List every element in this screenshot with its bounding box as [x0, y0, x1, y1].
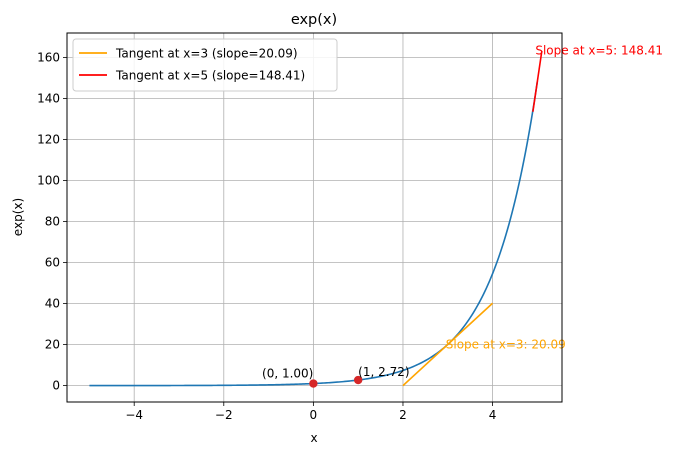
y-tick-label: 100 [37, 174, 60, 188]
y-tick-label: 60 [45, 256, 60, 270]
legend-entry: Tangent at x=3 (slope=20.09) [115, 47, 298, 61]
series-line-1 [402, 302, 494, 387]
data-point-label: (1, 2.72) [358, 365, 409, 379]
y-axis-ticks: 0 20 40 60 80 100 120 140 160 [37, 51, 67, 393]
legend-entry: Tangent at x=5 (slope=148.41) [115, 69, 305, 83]
y-axis-label: exp(x) [11, 198, 25, 236]
y-tick-label: 120 [37, 133, 60, 147]
y-tick-label: 0 [52, 379, 60, 393]
series-line-2 [532, 50, 543, 112]
x-tick-label: 4 [489, 408, 497, 422]
annotation-1: Slope at x=5: 148.41 [535, 43, 663, 57]
x-tick-label: 0 [310, 408, 318, 422]
x-tick-label: 2 [399, 408, 407, 422]
data-point [353, 375, 363, 385]
legend-box [72, 38, 338, 92]
chart-title: exp(x) [291, 12, 337, 28]
annotation-0: Slope at x=3: 20.09 [446, 337, 566, 351]
y-tick-label: 80 [45, 215, 60, 229]
y-tick-label: 20 [45, 338, 60, 352]
plot-frame [66, 32, 563, 403]
data-point-label: (0, 1.00) [262, 367, 313, 381]
plot-area: (0, 1.00) (1, 2.72) Slope at x=3: 20.09 Slo… [89, 43, 663, 388]
x-tick-label: −2 [215, 408, 233, 422]
y-tick-label: 40 [45, 297, 60, 311]
y-tick-label: 140 [37, 92, 60, 106]
x-tick-label: −4 [125, 408, 143, 422]
data-point [309, 379, 318, 388]
y-tick-label: 160 [37, 51, 60, 65]
legend: Tangent at x=3 (slope=20.09) Tangent at x… [72, 38, 338, 92]
x-axis-ticks: −4 −2 0 2 4 [125, 402, 496, 422]
x-axis-label: x [310, 431, 317, 445]
